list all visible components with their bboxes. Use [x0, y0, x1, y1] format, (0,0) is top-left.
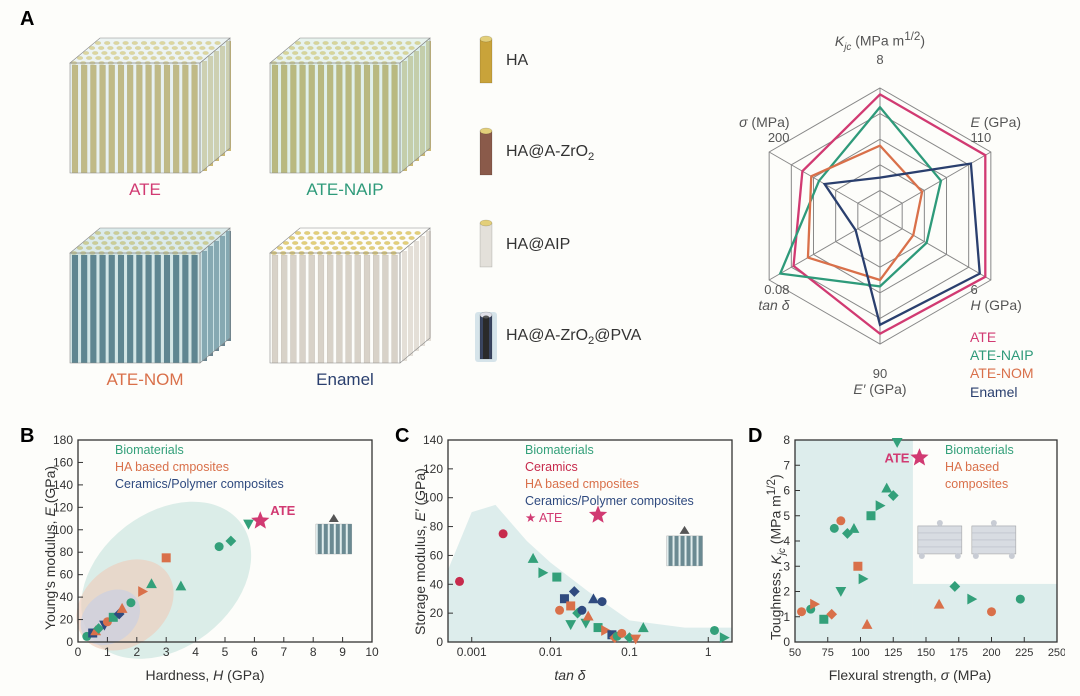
rod-legend-item: HA@A-ZrO2@PVA — [472, 309, 662, 365]
panel-c: 0.0010.010.11020406080100120140Storage m… — [400, 430, 740, 680]
y-axis-label: Young's modulus, E (GPa) — [42, 466, 58, 630]
svg-text:0.01: 0.01 — [539, 645, 563, 659]
x-axis-label: tan δ — [400, 667, 740, 683]
svg-text:40: 40 — [430, 577, 444, 591]
radar-axis-label: E (GPa)110 — [970, 114, 1080, 145]
rod-legend: HA HA@A-ZrO2 HA@AIP HA@A-ZrO2@PVA — [472, 33, 662, 401]
svg-text:50: 50 — [789, 647, 801, 659]
radar-axis-label: 90E′ (GPa) — [825, 366, 935, 397]
block-label: ATE-NOM — [50, 370, 240, 390]
svg-text:200: 200 — [982, 647, 1000, 659]
radar-axis-label: σ (MPa)200 — [680, 114, 790, 145]
svg-text:7: 7 — [280, 645, 287, 659]
block-grid: ATE ATE-NAIP ATE-NOM Enamel — [50, 23, 450, 403]
svg-text:10: 10 — [365, 645, 379, 659]
block-label: ATE-NAIP — [250, 180, 440, 200]
rod-legend-item: HA@A-ZrO2 — [472, 125, 662, 181]
structure-block: ATE-NAIP — [250, 23, 440, 200]
svg-text:100: 100 — [851, 647, 869, 659]
svg-text:8: 8 — [310, 645, 317, 659]
svg-text:8: 8 — [783, 433, 790, 447]
x-axis-label: Hardness, H (GPa) — [30, 667, 380, 683]
block-label: Enamel — [250, 370, 440, 390]
svg-text:2: 2 — [133, 645, 140, 659]
svg-text:3: 3 — [163, 645, 170, 659]
svg-text:180: 180 — [53, 433, 73, 447]
chart-legend: BiomaterialsHA based cmpositesCeramics/P… — [115, 442, 284, 493]
chart-legend: BiomaterialsHA based composites — [945, 442, 1065, 493]
panel-a: ATEATE-NAIPATE-NOMEnamel HAHA@A-ZrO2HA@A… — [20, 8, 1060, 408]
svg-text:140: 140 — [423, 433, 443, 447]
svg-text:20: 20 — [60, 613, 74, 627]
svg-text:0.001: 0.001 — [457, 645, 487, 659]
structure-block: Enamel — [250, 213, 440, 390]
panel-d: 5075100125150175200225250012345678ATETou… — [755, 430, 1065, 680]
svg-text:75: 75 — [822, 647, 834, 659]
svg-text:9: 9 — [339, 645, 346, 659]
radar-legend-item: ATE — [970, 328, 1034, 346]
rod-label: HA@A-ZrO2@PVA — [506, 327, 641, 347]
svg-text:1: 1 — [104, 645, 111, 659]
svg-text:150: 150 — [917, 647, 935, 659]
structure-block: ATE-NOM — [50, 213, 240, 390]
svg-text:125: 125 — [884, 647, 902, 659]
svg-text:6: 6 — [251, 645, 258, 659]
svg-text:0.1: 0.1 — [621, 645, 638, 659]
svg-text:175: 175 — [950, 647, 968, 659]
svg-text:0: 0 — [66, 635, 73, 649]
svg-text:225: 225 — [1015, 647, 1033, 659]
svg-text:250: 250 — [1048, 647, 1065, 659]
svg-text:4: 4 — [192, 645, 199, 659]
x-axis-label: Flexural strength, σ (MPa) — [755, 667, 1065, 683]
svg-text:60: 60 — [60, 568, 74, 582]
rod-label: HA@A-ZrO2 — [506, 143, 594, 163]
block-label: ATE — [50, 180, 240, 200]
svg-text:60: 60 — [430, 548, 444, 562]
rod-label: HA — [506, 52, 528, 70]
panel-b: 012345678910020406080100120140160180ATEY… — [30, 430, 380, 680]
radar-chart: Kjc (MPa m1/2)8 E (GPa)110 6H (GPa) 90E′ (G… — [680, 8, 1080, 408]
rod-legend-item: HA — [472, 33, 662, 89]
svg-text:80: 80 — [430, 520, 444, 534]
svg-text:ATE: ATE — [270, 503, 295, 518]
svg-text:7: 7 — [783, 458, 790, 472]
rod-label: HA@AIP — [506, 236, 570, 254]
svg-text:0: 0 — [436, 635, 443, 649]
chart-legend: BiomaterialsCeramicsHA based cmpositesCe… — [525, 442, 694, 526]
y-axis-label: Storage modulus, E′ (GPa) — [412, 468, 428, 635]
svg-text:ATE: ATE — [884, 451, 909, 466]
radar-axis-label: 6H (GPa) — [970, 282, 1080, 313]
svg-text:20: 20 — [430, 606, 444, 620]
radar-legend-item: Enamel — [970, 383, 1034, 401]
y-axis-label: Toughness, Kjc (MPa m1/2) — [765, 474, 787, 640]
radar-axis-label: 0.08tan δ — [680, 282, 790, 313]
svg-text:80: 80 — [60, 545, 74, 559]
radar-axis-label: Kjc (MPa m1/2)8 — [825, 30, 935, 67]
rod-legend-item: HA@AIP — [472, 217, 662, 273]
svg-text:1: 1 — [705, 645, 712, 659]
radar-legend: ATEATE-NAIPATE-NOMEnamel — [970, 328, 1034, 401]
radar-legend-item: ATE-NAIP — [970, 346, 1034, 364]
structure-block: ATE — [50, 23, 240, 200]
radar-legend-item: ATE-NOM — [970, 364, 1034, 382]
svg-text:5: 5 — [222, 645, 229, 659]
svg-text:40: 40 — [60, 590, 74, 604]
svg-text:0: 0 — [75, 645, 82, 659]
